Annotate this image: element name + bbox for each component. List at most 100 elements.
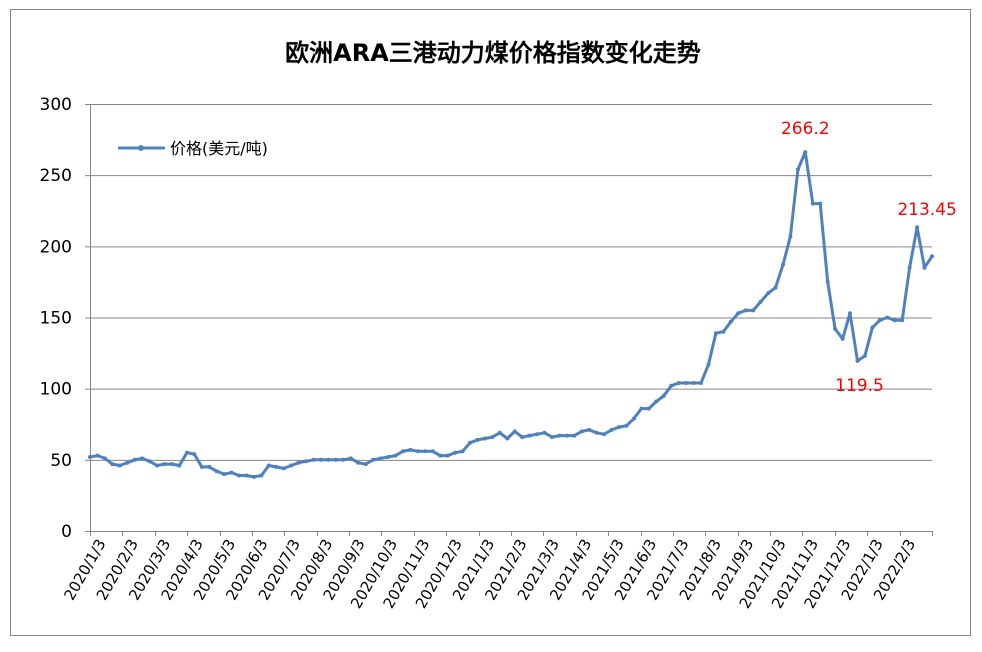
data-label: 119.5: [835, 376, 884, 396]
data-point: [803, 150, 808, 155]
data-point: [304, 459, 309, 464]
legend-marker: [138, 145, 144, 151]
chart-title: 欧洲ARA三港动力煤价格指数变化走势: [285, 39, 701, 67]
data-point: [296, 460, 301, 465]
data-point: [594, 430, 599, 435]
data-point: [661, 393, 666, 398]
data-point: [877, 318, 882, 323]
data-point: [915, 225, 920, 230]
data-point: [676, 381, 681, 385]
data-point: [818, 201, 823, 206]
data-point: [386, 455, 391, 459]
data-point: [907, 265, 912, 270]
data-point: [274, 464, 279, 469]
data-point: [117, 463, 122, 468]
data-point: [617, 425, 621, 430]
data-point: [251, 474, 256, 479]
data-point: [177, 463, 182, 468]
data-point: [512, 429, 517, 434]
data-point: [229, 470, 234, 475]
data-point: [848, 311, 852, 316]
data-point: [460, 449, 465, 454]
data-point: [721, 329, 726, 334]
data-point: [110, 462, 115, 467]
data-point: [743, 308, 748, 313]
data-point: [684, 381, 689, 385]
data-point: [348, 456, 353, 461]
data-point: [579, 429, 584, 434]
data-point: [468, 440, 472, 445]
data-point: [930, 254, 934, 259]
data-point: [572, 433, 577, 438]
data-point: [646, 406, 651, 411]
data-point: [631, 416, 636, 421]
data-point: [147, 459, 152, 464]
legend-label: 价格(美元/吨): [170, 139, 268, 158]
data-point: [557, 433, 562, 438]
data-point: [184, 450, 189, 455]
data-point: [788, 234, 793, 239]
data-point: [728, 319, 733, 324]
data-point: [855, 358, 860, 363]
data-point: [333, 457, 338, 462]
data-point: [773, 285, 778, 290]
data-point: [527, 433, 532, 438]
data-point: [401, 449, 405, 454]
y-tick-label: 250: [40, 166, 72, 186]
data-point: [535, 432, 540, 437]
data-point: [430, 449, 435, 454]
y-tick-label: 200: [40, 237, 72, 257]
data-point: [170, 462, 174, 467]
price-series: [88, 150, 934, 479]
data-point: [438, 453, 443, 458]
data-point: [490, 435, 495, 440]
data-point: [542, 430, 547, 435]
data-point: [244, 473, 249, 478]
data-point: [408, 447, 413, 452]
data-point: [155, 463, 160, 468]
data-point: [497, 430, 502, 435]
data-point: [736, 311, 741, 316]
data-point: [192, 452, 197, 457]
data-point: [140, 456, 145, 461]
data-point: [602, 432, 607, 437]
data-point: [95, 453, 100, 458]
y-tick-label: 150: [40, 309, 72, 329]
y-tick-label: 300: [40, 95, 72, 115]
data-point: [237, 473, 241, 478]
data-point: [281, 466, 286, 471]
annotations: 266.2 213.45 119.5: [781, 119, 957, 396]
data-point: [222, 472, 227, 477]
data-point: [378, 456, 383, 461]
data-point: [609, 427, 614, 432]
data-point: [639, 406, 644, 411]
data-point: [102, 456, 107, 461]
data-point: [892, 318, 897, 323]
data-point: [766, 291, 771, 296]
data-point: [862, 353, 867, 358]
y-axis: 0 50 100 150 200 250 300: [40, 95, 91, 542]
data-point: [445, 453, 450, 458]
data-point: [88, 455, 92, 459]
data-point: [311, 457, 316, 462]
data-point: [870, 325, 875, 330]
data-point: [550, 435, 554, 440]
data-point: [423, 449, 428, 454]
data-point: [266, 463, 271, 468]
data-point: [706, 362, 711, 367]
data-point: [758, 299, 763, 304]
data-point: [341, 457, 346, 462]
data-point: [326, 457, 331, 462]
data-point: [363, 462, 368, 467]
data-point: [833, 326, 838, 331]
data-point: [781, 262, 785, 267]
data-point: [900, 318, 905, 323]
data-point: [840, 336, 845, 341]
legend: 价格(美元/吨): [118, 139, 268, 158]
data-point: [289, 463, 294, 468]
data-point: [259, 473, 264, 478]
y-tick-label: 50: [50, 451, 72, 471]
data-point: [520, 435, 525, 440]
data-point: [669, 383, 674, 388]
